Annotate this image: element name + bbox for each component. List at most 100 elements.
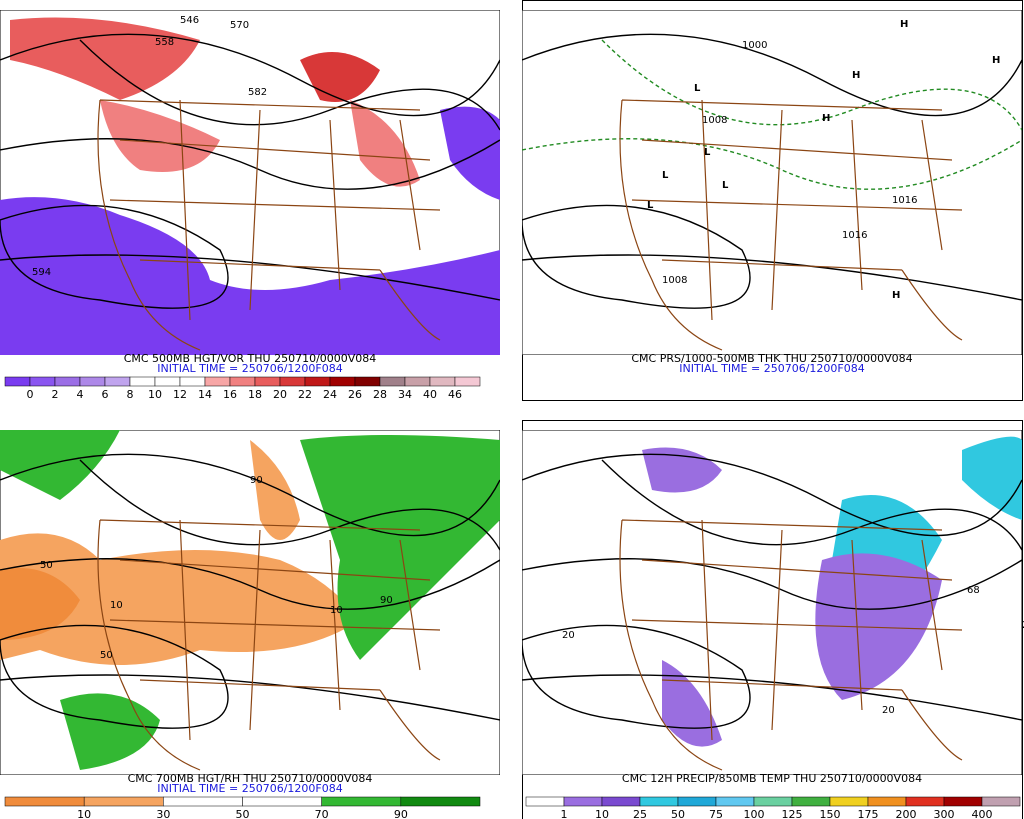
colorbar-swatch bbox=[179, 376, 206, 387]
map-label: 1000 bbox=[742, 40, 767, 51]
colorbar-label: 30 bbox=[156, 808, 170, 819]
map-label: 1016 bbox=[892, 195, 917, 206]
shaded-field bbox=[0, 533, 360, 665]
map-label: 1008 bbox=[702, 115, 727, 126]
colorbar-swatch bbox=[129, 376, 156, 387]
shaded-field bbox=[0, 568, 80, 640]
map-panel: 570 582 594 546 558 CMC 500MB HGT/VOR THU 250… bbox=[0, 10, 500, 401]
colorbar-label: 50 bbox=[671, 808, 685, 819]
map-title: CMC 12H PRECIP/850MB TEMP THU 250710/000… bbox=[622, 772, 922, 785]
map bbox=[0, 430, 500, 775]
colorbar-swatch bbox=[304, 376, 331, 387]
colorbar-label: 75 bbox=[709, 808, 723, 819]
map-subtitle: INITIAL TIME = 250706/1200F084 bbox=[157, 362, 342, 375]
contour bbox=[79, 39, 500, 131]
borders bbox=[97, 519, 441, 771]
colorbar-swatch bbox=[254, 376, 281, 387]
colorbar-label: 40 bbox=[423, 388, 437, 401]
shaded-field bbox=[0, 430, 120, 500]
contour bbox=[522, 453, 1022, 537]
shaded-field bbox=[0, 197, 500, 355]
colorbar-swatch bbox=[715, 796, 755, 807]
contour bbox=[522, 674, 1022, 721]
colorbar-swatch bbox=[981, 796, 1021, 807]
contour bbox=[522, 33, 1022, 117]
colorbar-swatch bbox=[4, 796, 85, 807]
colorbar-label: 26 bbox=[348, 388, 362, 401]
map-label: L bbox=[647, 200, 654, 211]
colorbar-label: 300 bbox=[934, 808, 955, 819]
colorbar-label: 10 bbox=[77, 808, 91, 819]
colorbar-label: 22 bbox=[298, 388, 312, 401]
contour bbox=[0, 33, 500, 117]
colorbar-swatch bbox=[429, 376, 456, 387]
colorbar-swatch bbox=[905, 796, 945, 807]
map-label: L bbox=[694, 83, 701, 94]
shaded-field bbox=[962, 436, 1022, 520]
map-title: CMC 500MB HGT/VOR THU 250710/0000V084 bbox=[124, 352, 377, 365]
map bbox=[522, 10, 1022, 355]
colorbar-swatch bbox=[29, 376, 56, 387]
contour bbox=[601, 459, 1022, 551]
contour bbox=[0, 453, 500, 537]
colorbar-label: 1 bbox=[561, 808, 568, 819]
colorbar-label: 8 bbox=[127, 388, 134, 401]
map-label: 558 bbox=[155, 37, 174, 48]
colorbar-swatch bbox=[329, 376, 356, 387]
colorbar-swatch bbox=[379, 376, 406, 387]
colorbar-swatch bbox=[4, 376, 31, 387]
colorbar-label: 400 bbox=[972, 808, 993, 819]
map-label: 594 bbox=[32, 267, 51, 278]
colorbar-swatch bbox=[321, 796, 402, 807]
map-label: H bbox=[892, 290, 900, 301]
map-subtitle: INITIAL TIME = 250706/1200F084 bbox=[157, 782, 342, 795]
colorbar-swatch bbox=[163, 796, 243, 807]
colorbar-swatch bbox=[677, 796, 717, 807]
contour bbox=[601, 39, 1022, 131]
contour bbox=[0, 674, 500, 721]
map-label: 1008 bbox=[662, 275, 687, 286]
shaded-field bbox=[250, 440, 300, 540]
colorbar-swatch bbox=[204, 376, 231, 387]
map-label: H bbox=[822, 113, 830, 124]
map-label: L bbox=[662, 170, 669, 181]
map-label: 1016 bbox=[842, 230, 867, 241]
map-label: 68 bbox=[967, 585, 980, 596]
colorbar-label: 34 bbox=[398, 388, 412, 401]
contour bbox=[522, 624, 751, 729]
contour bbox=[522, 558, 1022, 610]
colorbar-label: 18 bbox=[248, 388, 262, 401]
colorbar-label: 14 bbox=[198, 388, 212, 401]
colorbar-swatch bbox=[242, 796, 322, 807]
colorbar-swatch bbox=[229, 376, 256, 387]
colorbar-label: 6 bbox=[102, 388, 109, 401]
colorbar-label: 24 bbox=[323, 388, 337, 401]
colorbar-label: 100 bbox=[744, 808, 765, 819]
colorbar-label: 4 bbox=[77, 388, 84, 401]
colorbar-swatch bbox=[525, 796, 565, 807]
colorbar-label: 10 bbox=[595, 808, 609, 819]
map bbox=[522, 430, 1022, 775]
map-label: 10 bbox=[330, 605, 343, 616]
borders bbox=[619, 519, 963, 771]
colorbar-swatch bbox=[83, 796, 164, 807]
shaded-field bbox=[100, 100, 220, 172]
colorbar-swatch bbox=[563, 796, 603, 807]
colorbar-label: 16 bbox=[223, 388, 237, 401]
contour bbox=[522, 254, 1022, 301]
colorbar-label: 150 bbox=[820, 808, 841, 819]
contour bbox=[522, 138, 1022, 190]
colorbar-label: 50 bbox=[236, 808, 250, 819]
colorbar-label: 90 bbox=[394, 808, 408, 819]
colorbar-label: 70 bbox=[315, 808, 329, 819]
map-label: L bbox=[722, 180, 729, 191]
map-label: H bbox=[992, 55, 1000, 66]
map-title: CMC 700MB HGT/RH THU 250710/0000V084 bbox=[128, 772, 373, 785]
map-label: 570 bbox=[230, 20, 249, 31]
colorbar-label: 0 bbox=[27, 388, 34, 401]
map-label: 20 bbox=[1022, 620, 1024, 631]
map-panel: 50 10 90 50 10 90 CMC 700MB HGT/RH THU 250710/… bbox=[0, 430, 500, 819]
contour bbox=[0, 558, 500, 610]
colorbar-swatch bbox=[753, 796, 793, 807]
